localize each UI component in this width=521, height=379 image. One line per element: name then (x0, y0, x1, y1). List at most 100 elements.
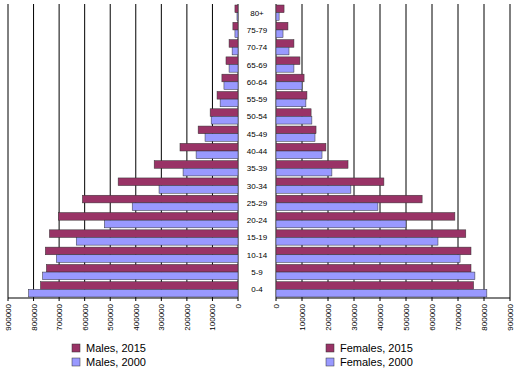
bar (276, 22, 288, 30)
bar (49, 230, 238, 238)
x-axis-line (276, 298, 510, 299)
bar (276, 178, 384, 186)
category-label: 35-39 (247, 164, 268, 173)
bar (235, 30, 238, 38)
bar (276, 126, 316, 134)
legend-swatch (326, 358, 334, 366)
bar (226, 57, 238, 65)
tick-label: 800000 (480, 303, 489, 330)
bar (276, 186, 351, 194)
bar (232, 47, 238, 55)
bar (276, 30, 283, 38)
bar (58, 213, 238, 221)
bar (198, 126, 238, 134)
category-label: 55-59 (247, 95, 268, 104)
tick-label: 200000 (324, 303, 333, 330)
bar (45, 247, 238, 255)
category-label: 30-34 (247, 182, 268, 191)
bar (217, 91, 238, 99)
legend-swatch (72, 344, 80, 352)
tick-label: 0 (234, 303, 243, 308)
category-label: 15-19 (247, 233, 268, 242)
bar (154, 161, 238, 169)
bar (276, 289, 487, 297)
bar (220, 99, 238, 107)
bar (276, 255, 460, 263)
category-label: 25-29 (247, 199, 268, 208)
tick-label: 200000 (183, 303, 192, 330)
tick-label: 500000 (402, 303, 411, 330)
bar (224, 82, 238, 90)
bar (196, 151, 238, 159)
bar (132, 203, 238, 211)
tick-label: 100000 (298, 303, 307, 330)
bar (118, 178, 238, 186)
chart-svg: 900000 800000 700000 600000 500000 400000 3000… (0, 0, 521, 379)
bar (183, 168, 238, 176)
bar (229, 40, 238, 48)
chart-root: 900000 800000 700000 600000 500000 400000 3000… (0, 0, 521, 379)
bar (276, 5, 284, 13)
grid-line (33, 4, 34, 298)
category-label: 20-24 (247, 216, 268, 225)
tick-label: 400000 (132, 303, 141, 330)
bar (56, 255, 238, 263)
tick-label: 700000 (55, 303, 64, 330)
tick-label: 700000 (454, 303, 463, 330)
bar (276, 40, 294, 48)
bar (276, 220, 406, 228)
bar (43, 272, 239, 280)
category-label: 10-14 (247, 251, 268, 260)
tick-label: 400000 (376, 303, 385, 330)
category-label: 0-4 (251, 285, 263, 294)
bar (40, 282, 238, 290)
tick-label: 600000 (428, 303, 437, 330)
bar (82, 195, 238, 203)
bar (276, 134, 315, 142)
legend-label: Males, 2015 (86, 342, 146, 354)
legend-label: Females, 2000 (340, 356, 413, 368)
category-label: 70-74 (247, 43, 268, 52)
bar (276, 99, 306, 107)
tick-label: 0 (272, 303, 281, 308)
bar (276, 116, 312, 124)
grid-line (8, 4, 9, 298)
category-label: 65-69 (247, 61, 268, 70)
bar (276, 143, 326, 151)
category-label: 60-64 (247, 78, 268, 87)
bar (180, 143, 238, 151)
category-label: 80+ (250, 9, 264, 18)
tick-label: 900000 (506, 303, 515, 330)
bar (276, 272, 475, 280)
bar (276, 151, 322, 159)
tick-label: 300000 (157, 303, 166, 330)
tick-label: 600000 (81, 303, 90, 330)
bar (211, 116, 238, 124)
bar (229, 65, 238, 73)
bar (276, 161, 348, 169)
bar (276, 213, 455, 221)
bars (28, 5, 238, 297)
bar (276, 82, 302, 90)
bar (276, 13, 279, 21)
tick-label: 500000 (106, 303, 115, 330)
bar (237, 13, 238, 21)
bar (46, 264, 238, 272)
bar (276, 74, 304, 82)
legend: Females, 2015 Females, 2000 (326, 342, 413, 368)
tick-label: 100000 (208, 303, 217, 330)
legend-swatch (72, 358, 80, 366)
bar (276, 195, 422, 203)
bar (276, 282, 474, 290)
legend-label: Females, 2015 (340, 342, 413, 354)
tick-label: 800000 (30, 303, 39, 330)
bar (276, 47, 289, 55)
category-label: 5-9 (251, 268, 263, 277)
grid-line (510, 4, 511, 298)
category-label: 50-54 (247, 112, 268, 121)
x-axis-line (8, 298, 238, 299)
bar (210, 109, 238, 117)
bar (276, 203, 378, 211)
legend: Males, 2015Males, 2000 (72, 342, 146, 368)
tick-label: 300000 (350, 303, 359, 330)
